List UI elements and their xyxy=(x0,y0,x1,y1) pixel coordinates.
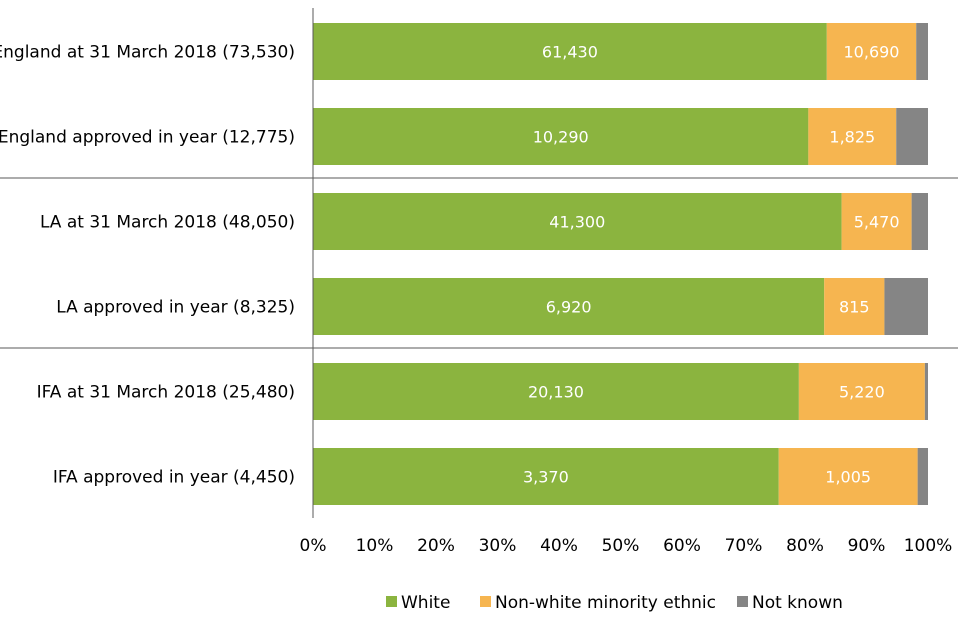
x-tick-label: 100% xyxy=(904,536,953,556)
bar-data-label: 61,430 xyxy=(542,43,598,62)
bar-segment xyxy=(313,193,842,250)
category-label: LA approved in year (8,325) xyxy=(56,298,295,318)
bar-data-label: 1,005 xyxy=(825,468,871,487)
bar-segment xyxy=(841,193,912,250)
x-tick-label: 20% xyxy=(417,536,455,556)
x-axis-ticks: 0% 10% 20% 30% 40% 50% 60% 70% 80% 90% 100% xyxy=(300,536,953,556)
bar-data-label: 41,300 xyxy=(549,213,605,232)
bar-data-label: 10,690 xyxy=(844,43,900,62)
x-tick-label: 40% xyxy=(540,536,578,556)
bar-data-label: 815 xyxy=(839,298,870,317)
bar-segment xyxy=(911,193,928,250)
x-tick-label: 80% xyxy=(786,536,824,556)
x-tick-label: 90% xyxy=(848,536,886,556)
bar-segment xyxy=(924,363,928,420)
x-tick-label: 60% xyxy=(663,536,701,556)
bar-segment xyxy=(826,23,917,80)
bar-data-label: 6,920 xyxy=(546,298,592,317)
category-label: IFA at 31 March 2018 (25,480) xyxy=(37,383,295,403)
bar-segment xyxy=(313,108,809,165)
group-separators xyxy=(0,177,958,349)
legend-swatch xyxy=(480,596,491,607)
bar-segment xyxy=(917,448,928,505)
bar-segment xyxy=(824,278,885,335)
legend-label: Not known xyxy=(752,593,843,613)
bar-data-label: 20,130 xyxy=(528,383,584,402)
category-label: England at 31 March 2018 (73,530) xyxy=(0,43,295,63)
bar-segment xyxy=(313,448,779,505)
legend-label: Non-white minority ethnic xyxy=(495,593,716,613)
category-labels: England at 31 March 2018 (73,530) England… xyxy=(0,43,295,488)
bar-data-label: 5,470 xyxy=(854,213,900,232)
bar-data-label: 5,220 xyxy=(839,383,885,402)
bar-data-label: 3,370 xyxy=(523,468,569,487)
legend: White Non-white minority ethnic Not known xyxy=(386,593,843,613)
x-tick-label: 0% xyxy=(300,536,327,556)
legend-label: White xyxy=(401,593,450,613)
legend-swatch xyxy=(386,596,397,607)
bar-segment xyxy=(778,448,918,505)
x-tick-label: 50% xyxy=(602,536,640,556)
bar-segment xyxy=(313,23,827,80)
category-label: IFA approved in year (4,450) xyxy=(53,468,295,488)
category-label: LA at 31 March 2018 (48,050) xyxy=(40,213,295,233)
bar-segment xyxy=(916,23,928,80)
bar-segment xyxy=(798,363,925,420)
bar-segment xyxy=(896,108,928,165)
bar-segment xyxy=(808,108,897,165)
x-tick-label: 30% xyxy=(479,536,517,556)
category-label: England approved in year (12,775) xyxy=(0,128,295,148)
bar-segment xyxy=(313,363,799,420)
legend-swatch xyxy=(737,596,748,607)
bar-data-label: 1,825 xyxy=(829,128,875,147)
x-tick-label: 10% xyxy=(356,536,394,556)
x-tick-label: 70% xyxy=(725,536,763,556)
bar-segment xyxy=(884,278,928,335)
bars-group: 61,430 10,690 10,290 1,825 41,300 5,470 6,920 8… xyxy=(313,23,928,505)
bar-data-label: 10,290 xyxy=(533,128,589,147)
bar-segment xyxy=(313,278,825,335)
